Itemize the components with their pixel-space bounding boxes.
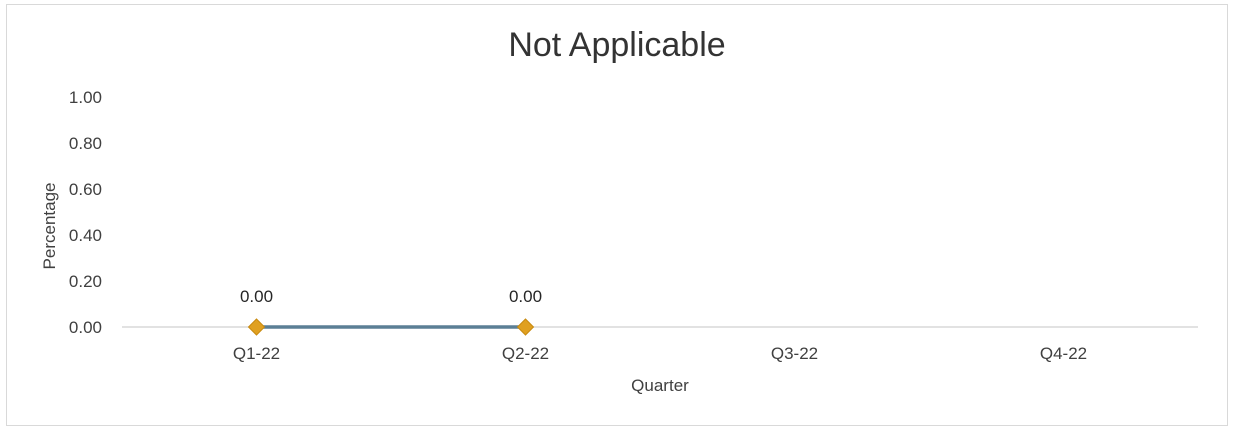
data-point-marker xyxy=(247,318,266,336)
y-tick-label: 0.20 xyxy=(69,272,102,291)
chart-frame xyxy=(6,4,1228,426)
chart-title: Not Applicable xyxy=(508,26,725,64)
series-markers xyxy=(247,318,535,336)
x-axis-ticks: Q1-22 Q2-22 Q3-22 Q4-22 xyxy=(233,344,1087,363)
x-tick-label: Q1-22 xyxy=(233,344,280,363)
x-axis-title: Quarter xyxy=(631,376,689,395)
data-label: 0.00 xyxy=(240,287,273,306)
x-tick-label: Q3-22 xyxy=(771,344,818,363)
y-tick-label: 0.40 xyxy=(69,226,102,245)
y-axis-ticks: 0.00 0.20 0.40 0.60 0.80 1.00 xyxy=(69,88,102,337)
x-tick-label: Q2-22 xyxy=(502,344,549,363)
x-tick-label: Q4-22 xyxy=(1040,344,1087,363)
y-axis-title: Percentage xyxy=(40,183,59,270)
y-tick-label: 0.00 xyxy=(69,318,102,337)
y-tick-label: 0.60 xyxy=(69,180,102,199)
data-label: 0.00 xyxy=(509,287,542,306)
y-tick-label: 1.00 xyxy=(69,88,102,107)
data-labels: 0.00 0.00 xyxy=(240,287,542,306)
data-point-marker xyxy=(516,318,535,336)
y-tick-label: 0.80 xyxy=(69,134,102,153)
